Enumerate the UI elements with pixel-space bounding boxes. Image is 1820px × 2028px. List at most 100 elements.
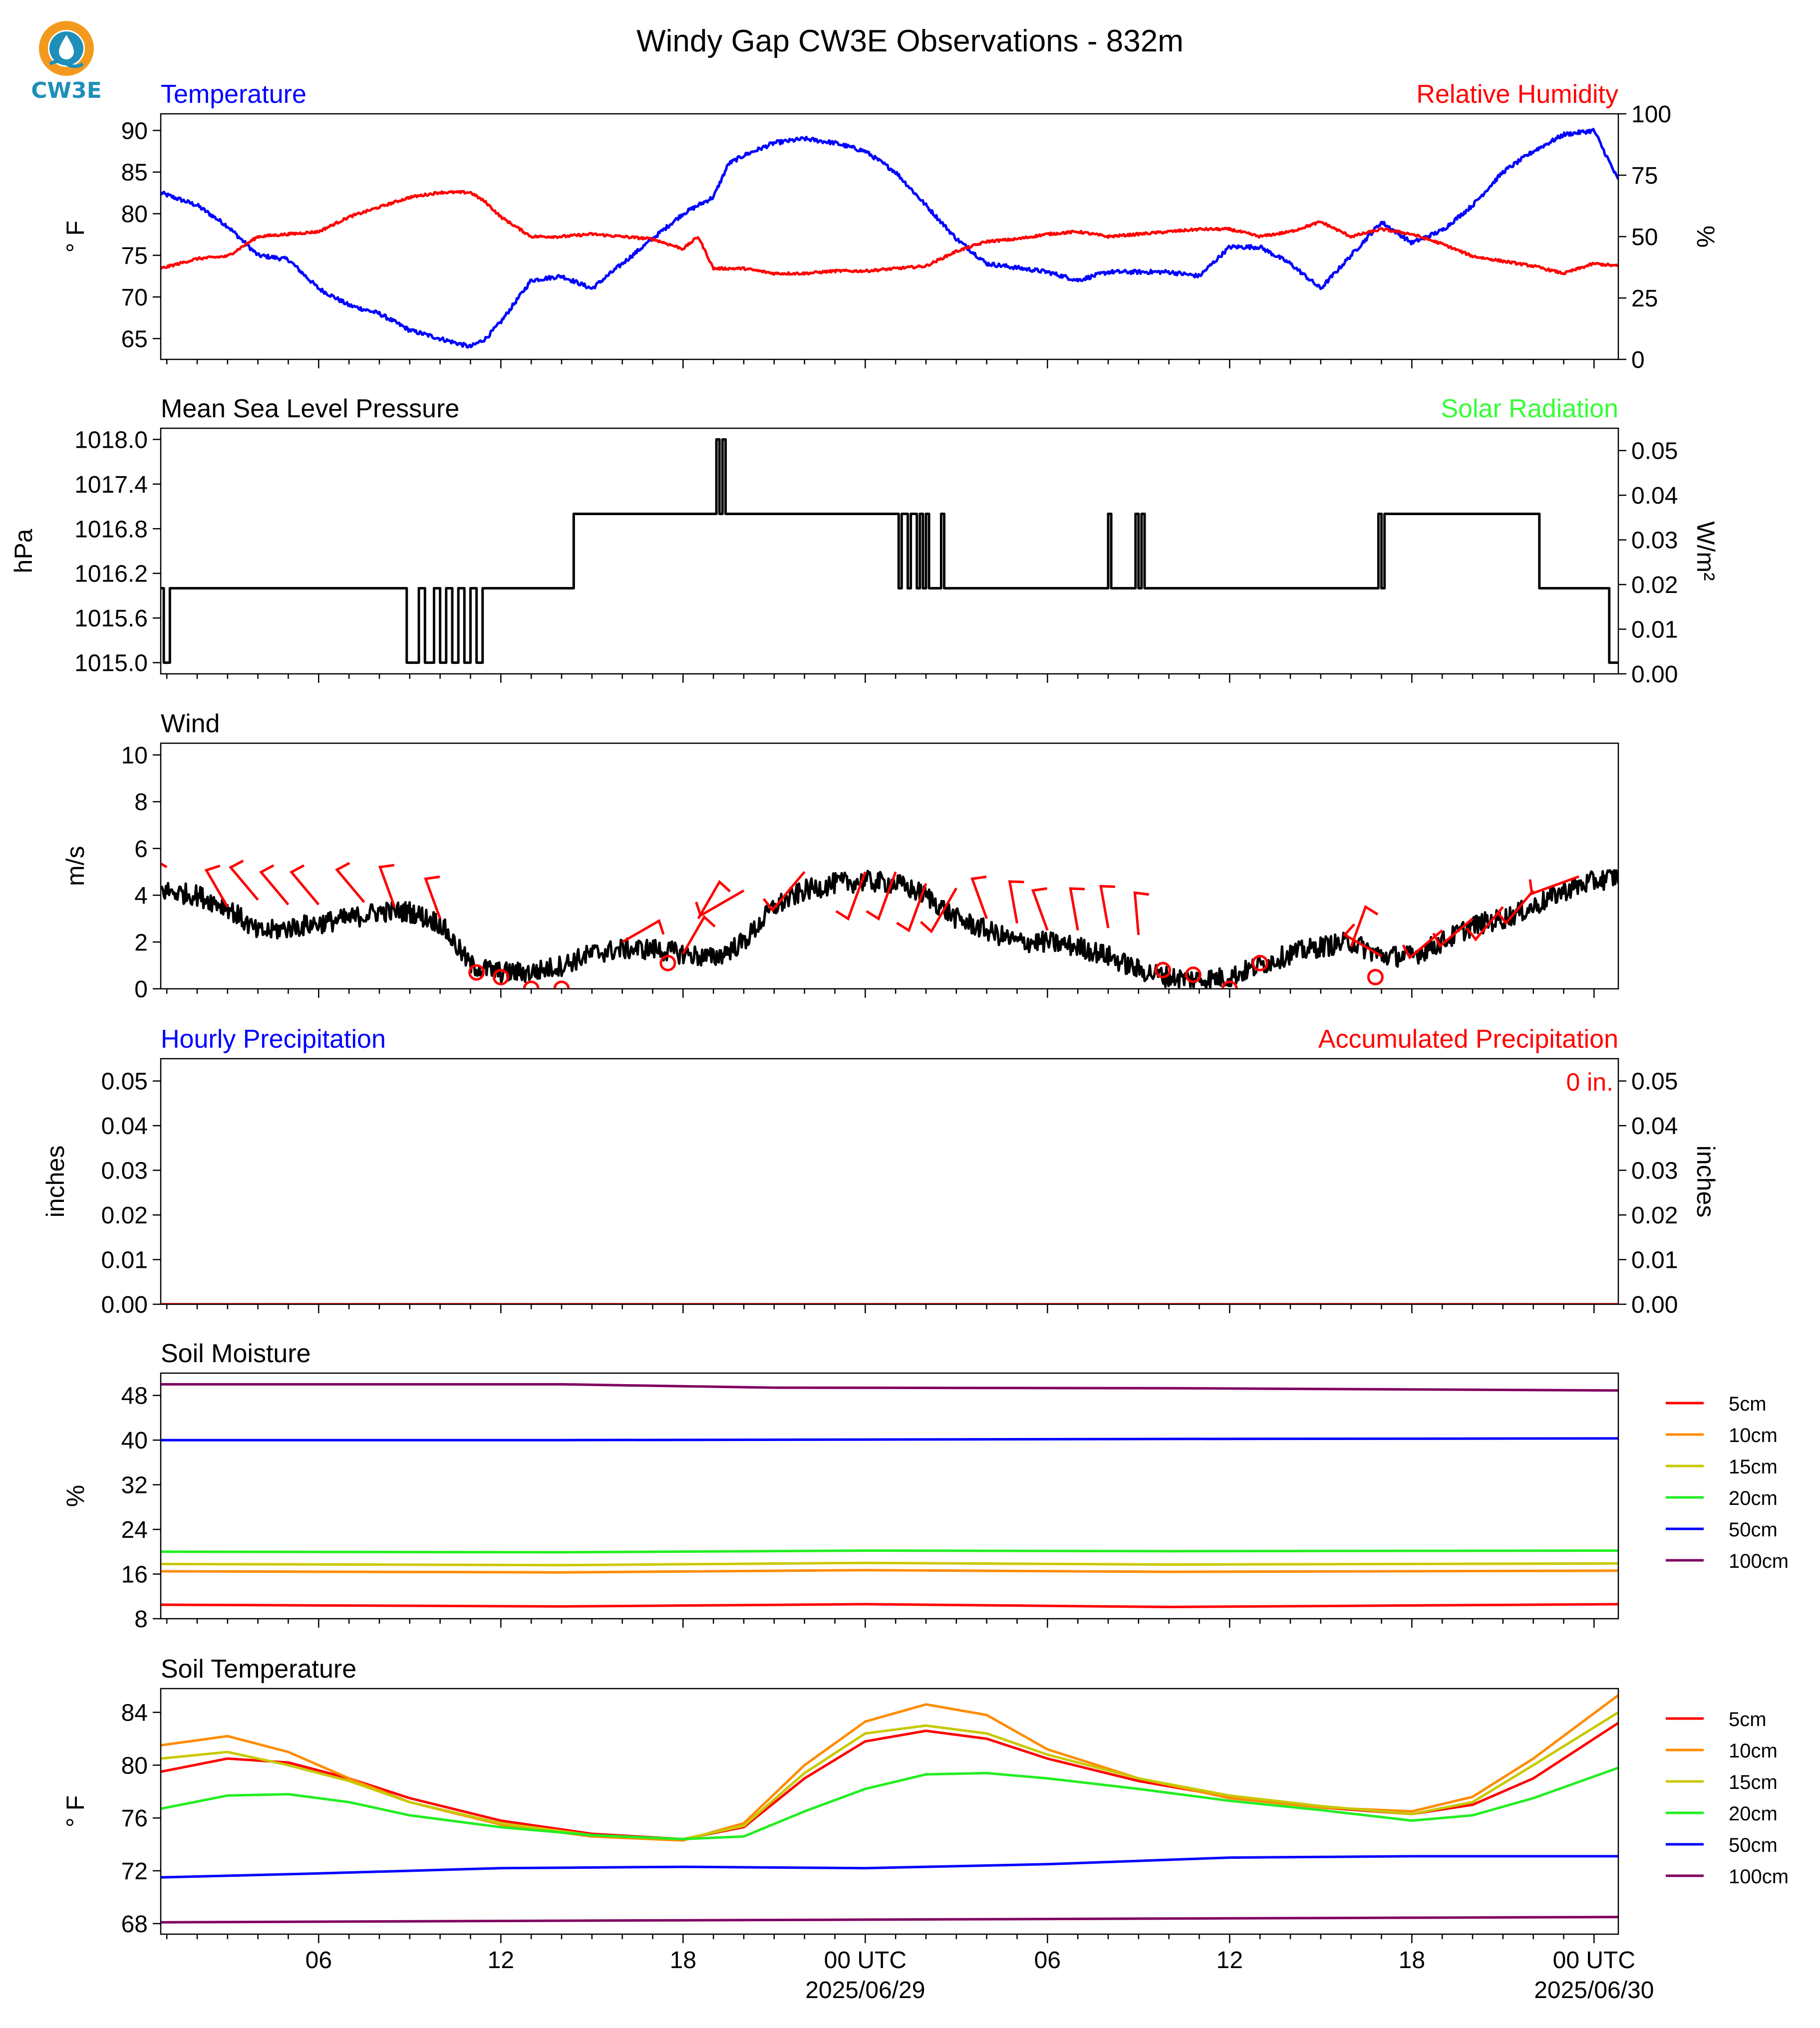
ylabel: hPa xyxy=(9,529,37,573)
wind-barb xyxy=(1031,887,1049,931)
wind-barb xyxy=(1432,917,1474,948)
xtick-sublabel: 2025/06/29 xyxy=(805,1977,925,2004)
y2tick-label: 0.00 xyxy=(1631,661,1678,688)
ytick-label: 0.04 xyxy=(101,1113,148,1140)
panels-group: Temperature Relative Humidity657075808590… xyxy=(9,80,1789,1943)
ytick-label: 1016.2 xyxy=(74,561,148,587)
ylabel: inches xyxy=(41,1146,69,1218)
y2tick-label: 0.00 xyxy=(1631,1292,1678,1318)
xtick-label: 00 UTC xyxy=(824,1947,907,1974)
wind-barb xyxy=(334,862,365,903)
wind-barb xyxy=(378,864,396,907)
ylabel: ° F xyxy=(61,1795,89,1827)
calm-wind-marker xyxy=(1221,980,1238,989)
wind-barb xyxy=(762,871,806,912)
precip-total-annotation: 0 in. xyxy=(1566,1068,1613,1096)
wind-barb xyxy=(1496,889,1534,925)
plot-area xyxy=(161,128,1618,349)
y2label: W/m² xyxy=(1692,521,1720,580)
xtick-label: 18 xyxy=(670,1947,696,1974)
ytick-label: 40 xyxy=(121,1428,148,1454)
plot-area xyxy=(161,438,1618,664)
wind-barb xyxy=(1008,880,1024,924)
ytick-label: 8 xyxy=(134,1606,148,1633)
cw3e-logo: CW3E xyxy=(31,21,102,103)
calm-wind-marker xyxy=(492,969,509,986)
wind-barb xyxy=(835,871,867,921)
ytick-label: 1017.4 xyxy=(74,472,148,498)
ytick-label: 80 xyxy=(121,201,148,228)
legend-label: 15cm xyxy=(1729,1771,1778,1793)
y2label: % xyxy=(1692,226,1720,248)
series-line-20cm xyxy=(161,1549,1618,1554)
panel-frame xyxy=(160,427,1619,675)
legend-label: 5cm xyxy=(1729,1393,1767,1415)
y2tick-label: 0.02 xyxy=(1631,572,1678,598)
panel-title-right: Solar Radiation xyxy=(1441,394,1618,423)
wind-barb xyxy=(1342,923,1382,957)
ytick-label: 2 xyxy=(134,929,148,956)
series-line-50cm xyxy=(161,1437,1618,1442)
y2tick-label: 0.01 xyxy=(1631,617,1678,643)
x-axis: 06 12 18 00 UTC 2025/06/29 06 12 18 00 UTC 2025/0… xyxy=(305,1947,1654,2004)
logo-wave-icon xyxy=(49,59,84,68)
wind-barb xyxy=(1466,906,1504,942)
legend-label: 10cm xyxy=(1729,1740,1778,1762)
ytick-label: 1015.0 xyxy=(74,650,148,677)
y2tick-label: 100 xyxy=(1631,101,1671,128)
xtick-label: 12 xyxy=(1216,1947,1243,1974)
wind-barb xyxy=(1099,884,1115,928)
xtick-label: 18 xyxy=(1399,1947,1425,1974)
ytick-label: 0 xyxy=(134,976,148,1003)
panel-title-right: Relative Humidity xyxy=(1416,80,1618,109)
ylabel: ° F xyxy=(61,221,89,253)
series-line-15cm xyxy=(161,1561,1618,1567)
ytick-label: 16 xyxy=(121,1562,148,1588)
wind-barb xyxy=(896,883,927,932)
wind-barb xyxy=(259,864,290,905)
panel-title-left: Soil Temperature xyxy=(161,1655,356,1684)
panel-frame xyxy=(160,742,1619,990)
ytick-label: 1015.6 xyxy=(74,605,148,632)
panel-frame xyxy=(160,1372,1619,1620)
wind-barb xyxy=(229,860,259,901)
y2tick-label: 0.04 xyxy=(1631,483,1678,509)
panel-pressure: Mean Sea Level Pressure Solar Radiation 10… xyxy=(9,394,1720,688)
wind-barb xyxy=(289,864,320,905)
logo-text: CW3E xyxy=(31,78,102,103)
ytick-label: 8 xyxy=(134,789,148,816)
xtick-label: 06 xyxy=(1034,1947,1061,1974)
plot-area xyxy=(161,860,1618,989)
legend-label: 100cm xyxy=(1729,1550,1789,1572)
y2tick-label: 0 xyxy=(1631,347,1645,373)
y2tick-label: 75 xyxy=(1631,163,1658,189)
ytick-label: 84 xyxy=(121,1700,148,1727)
calm-wind-marker xyxy=(1155,962,1171,979)
ytick-label: 48 xyxy=(121,1383,148,1410)
ytick-label: 75 xyxy=(121,243,148,270)
wind-barb xyxy=(970,875,988,919)
series-line-mean-sea-level-pressure xyxy=(161,438,1618,664)
panel-title-right: Accumulated Precipitation xyxy=(1318,1025,1618,1054)
legend-label: 50cm xyxy=(1729,1519,1778,1541)
series-line-10cm xyxy=(161,1694,1618,1842)
series-line-relative-humidity xyxy=(161,190,1618,276)
y2tick-label: 0.05 xyxy=(1631,438,1678,465)
y2tick-label: 0.03 xyxy=(1631,528,1678,554)
wind-barb xyxy=(697,879,731,919)
legend-label: 20cm xyxy=(1729,1803,1778,1825)
chart-title: Windy Gap CW3E Observations - 832m xyxy=(636,24,1184,58)
panel-frame xyxy=(160,1058,1619,1305)
ytick-label: 0.05 xyxy=(101,1069,148,1095)
ytick-label: 6 xyxy=(134,836,148,863)
wind-barb xyxy=(204,865,229,908)
ytick-label: 85 xyxy=(121,160,148,186)
panel-soil_temp: Soil Temperature 68 72 76 80 84 ° F 5cm 10cm 15cm… xyxy=(61,1655,1789,1943)
ytick-label: 68 xyxy=(121,1911,148,1938)
wind-barb xyxy=(1402,929,1443,960)
plot-area xyxy=(161,1694,1618,1924)
legend-label: 20cm xyxy=(1729,1487,1778,1509)
xtick-sublabel: 2025/06/30 xyxy=(1534,1977,1654,2004)
series-line-temperature xyxy=(161,128,1618,349)
logo-ring-icon xyxy=(39,21,94,76)
